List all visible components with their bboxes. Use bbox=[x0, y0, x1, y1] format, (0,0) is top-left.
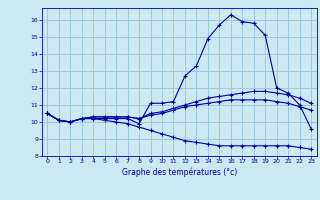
X-axis label: Graphe des températures (°c): Graphe des températures (°c) bbox=[122, 167, 237, 177]
